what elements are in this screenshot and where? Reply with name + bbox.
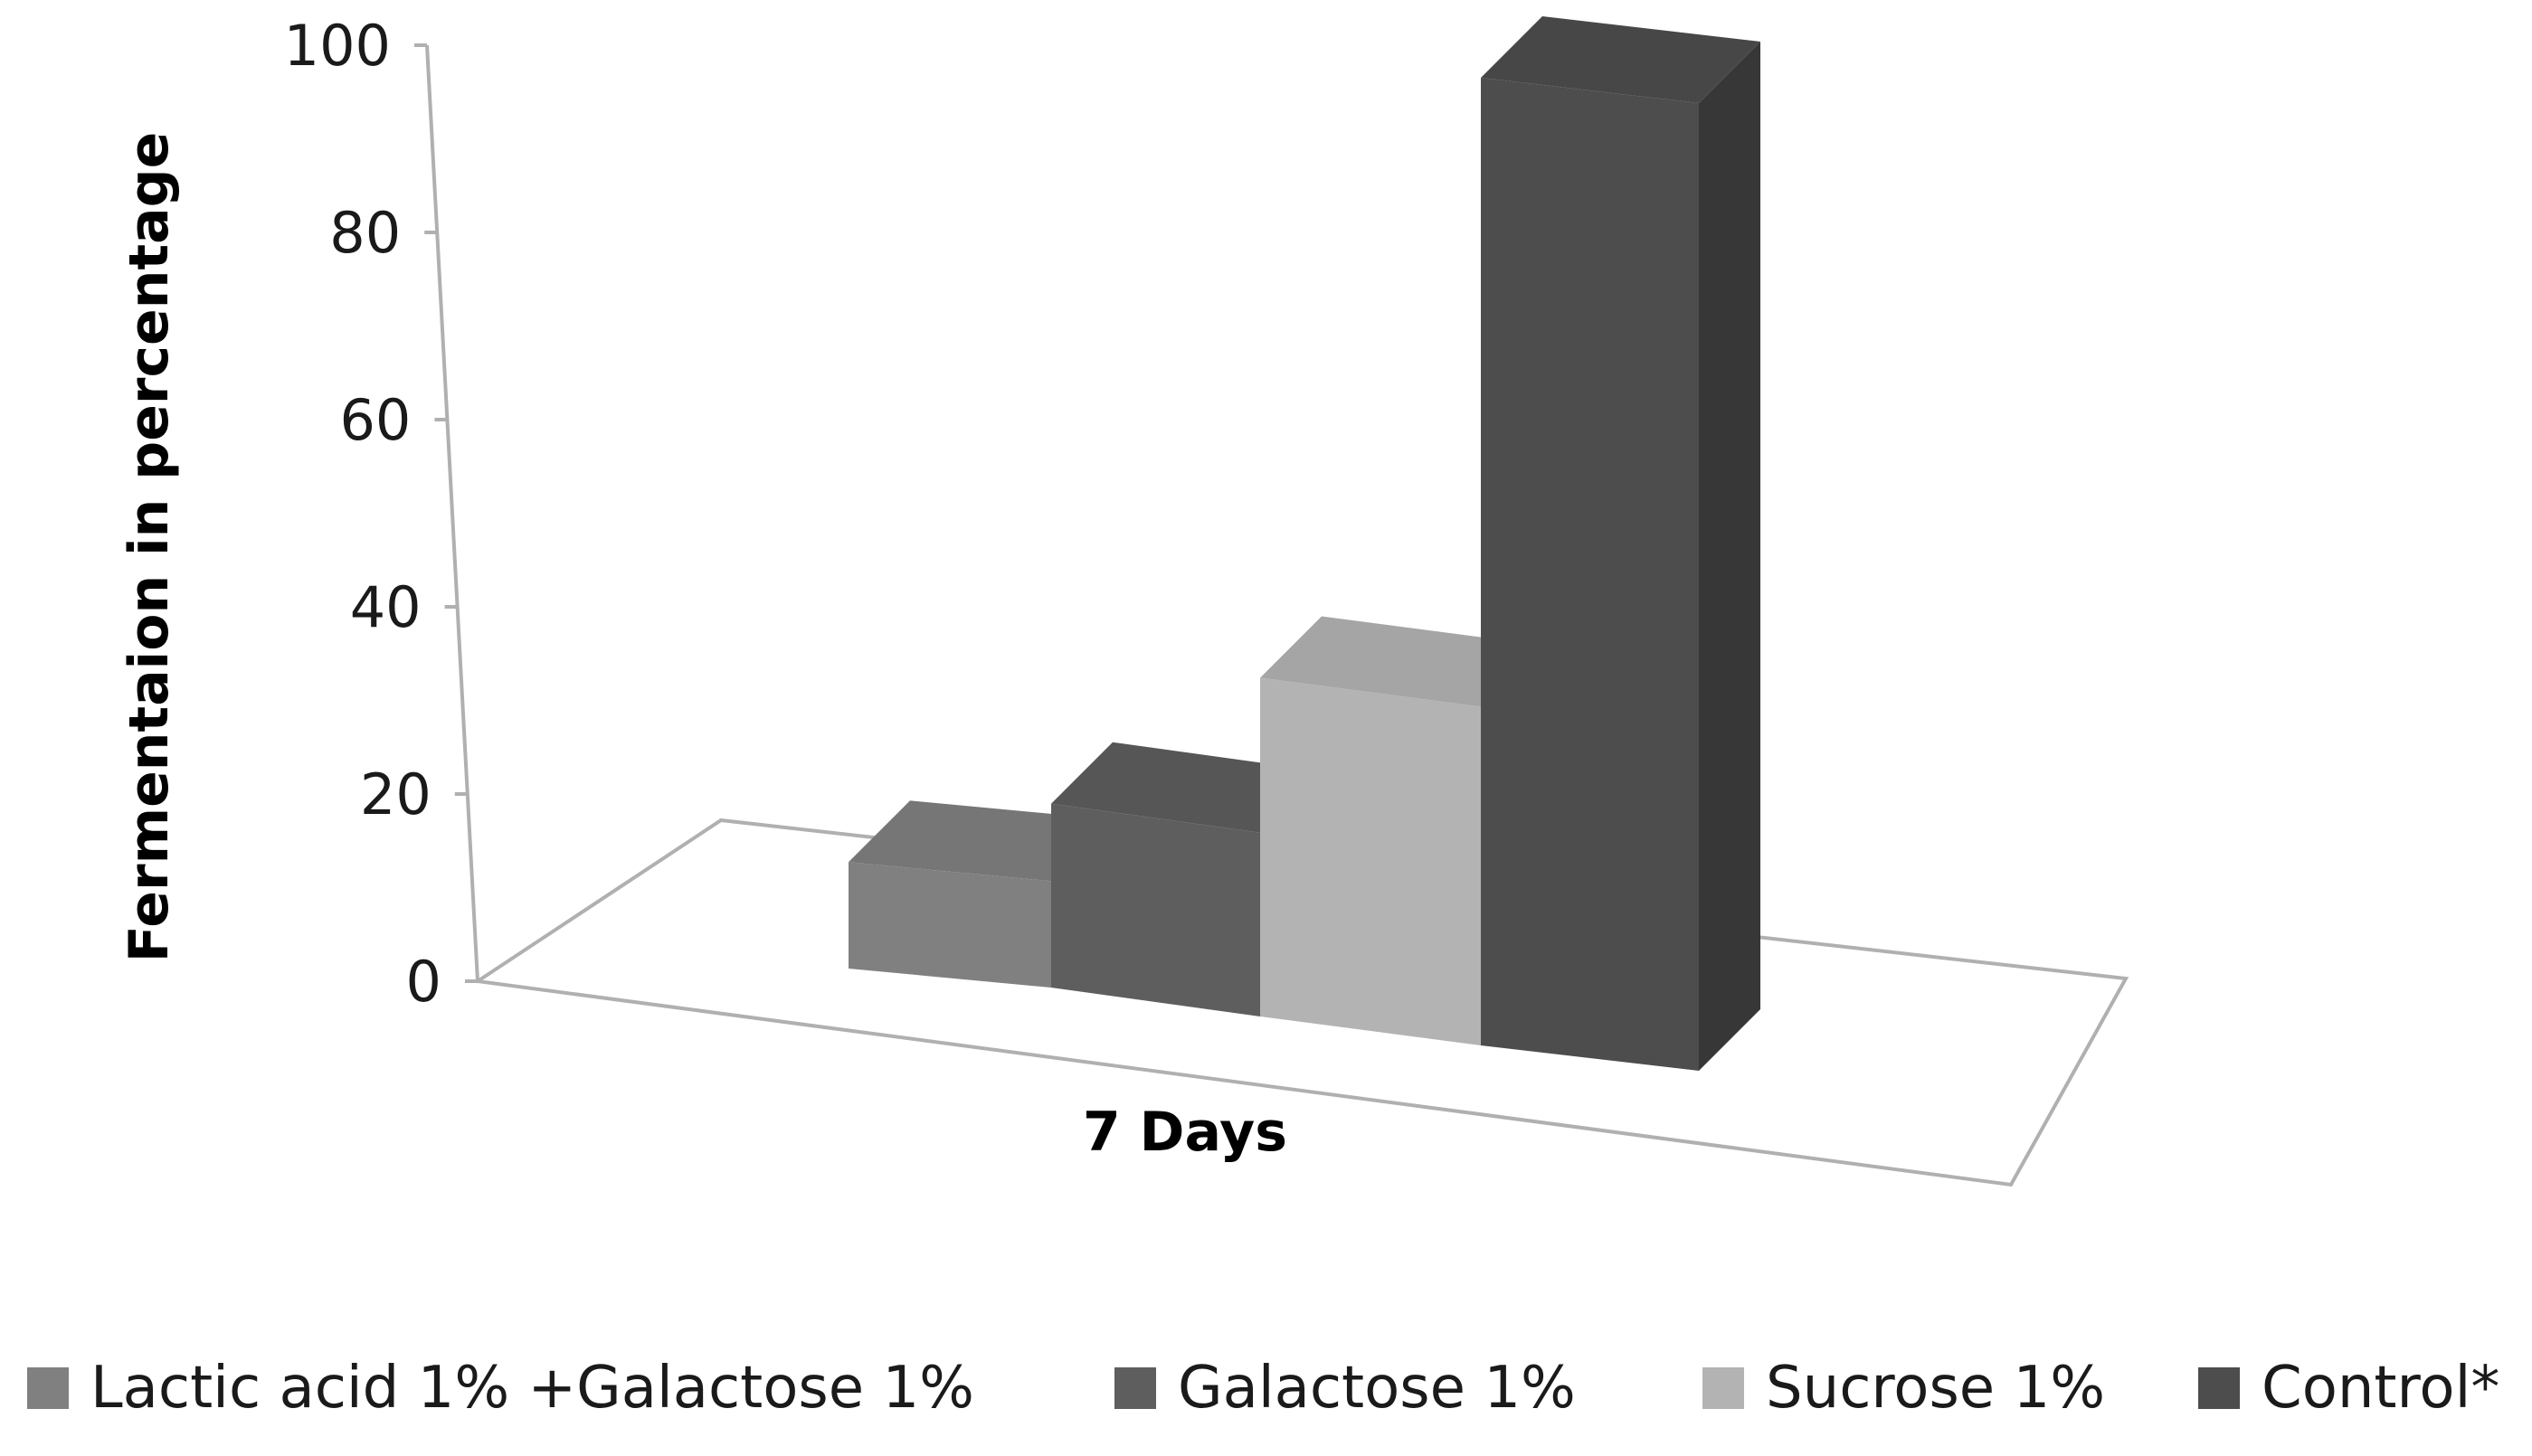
legend-label: Lactic acid 1% +Galactose 1% [90, 1355, 974, 1422]
bar-front-face [849, 862, 1051, 988]
y-axis-line [425, 44, 479, 982]
y-tick-label: 40 [350, 574, 422, 640]
bar-front-face [1051, 803, 1260, 1016]
legend-swatch [2198, 1367, 2240, 1409]
legend-item: Sucrose 1% [1702, 1355, 2105, 1422]
bar-side-face [1699, 42, 1760, 1071]
bar-top-face [1481, 16, 1760, 103]
legend-item: Control* [2198, 1355, 2499, 1422]
y-tick-labels: 0 20 40 60 80 100 [284, 13, 478, 1015]
legend-label: Galactose 1% [1178, 1355, 1576, 1422]
bar-top-face [1260, 616, 1542, 707]
legend-swatch [27, 1367, 69, 1409]
y-tick-label: 80 [329, 200, 401, 266]
legend: Lactic acid 1% +Galactose 1% Galactose 1%… [27, 1355, 2499, 1422]
legend-swatch [1702, 1367, 1744, 1409]
y-axis-label: Fermentaion in percentage [118, 132, 181, 963]
y-tick-label: 60 [339, 387, 411, 453]
legend-swatch [1114, 1367, 1156, 1409]
legend-item: Galactose 1% [1114, 1355, 1576, 1422]
bars-group [849, 16, 1760, 1071]
bar-top-face [849, 800, 1113, 882]
y-tick-label: 0 [406, 949, 441, 1015]
bar-front-face [1481, 78, 1699, 1071]
chart-frame [425, 44, 2129, 1187]
bar-front-face [1260, 677, 1481, 1045]
legend-label: Control* [2262, 1355, 2499, 1422]
x-category-label: 7 Days [1083, 1101, 1287, 1164]
bar-4 [1481, 16, 1760, 1071]
legend-item: Lactic acid 1% +Galactose 1% [27, 1355, 974, 1422]
y-tick-label: 20 [360, 761, 431, 827]
bar-top-face [1051, 742, 1322, 833]
legend-label: Sucrose 1% [1766, 1355, 2105, 1422]
chart-floor [472, 818, 2129, 1187]
y-tick-label: 100 [284, 13, 391, 79]
